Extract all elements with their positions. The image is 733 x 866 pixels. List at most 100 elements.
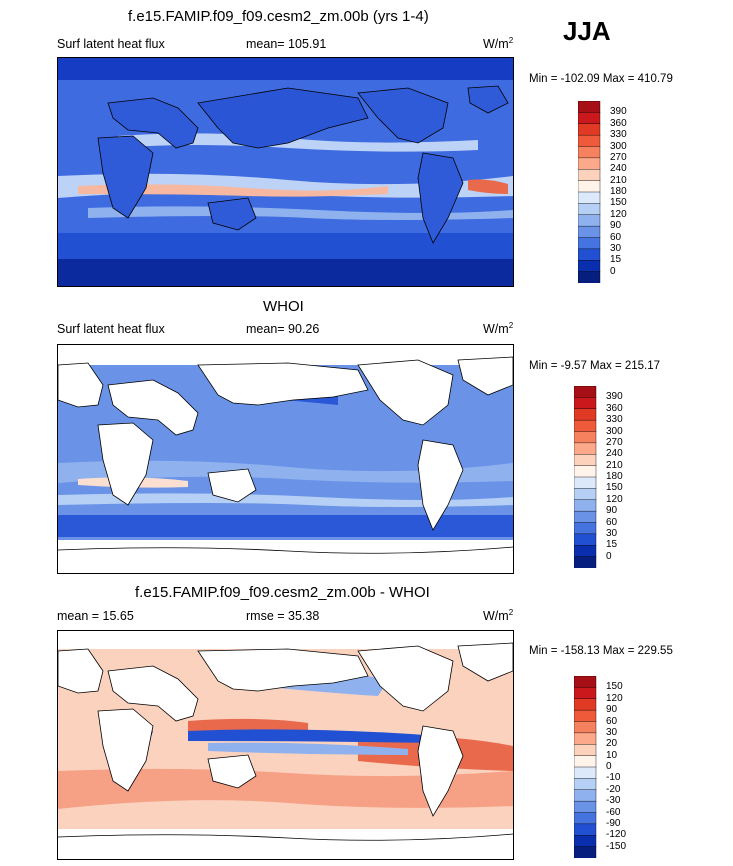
panel3-minmax-label: Min = -158.13 Max = 229.55 <box>529 645 673 657</box>
colorbar-tick-label: 20 <box>606 738 618 750</box>
colorbar-swatch <box>578 169 601 182</box>
colorbar-swatch <box>574 499 597 512</box>
colorbar-tick-label: -120 <box>606 829 627 841</box>
colorbar-swatch <box>574 408 597 421</box>
colorbar-tick-label: 120 <box>606 692 623 704</box>
colorbar-tick-label: 60 <box>606 715 618 727</box>
colorbar-swatch <box>578 112 601 125</box>
colorbar-tick-label: 300 <box>606 425 623 437</box>
colorbar-swatch <box>574 545 597 558</box>
colorbar-tick-label: -90 <box>606 817 621 829</box>
colorbar-tick-label: 240 <box>610 163 627 175</box>
colorbar-tick-label: 150 <box>606 482 623 494</box>
colorbar-swatch <box>578 225 601 239</box>
colorbar-swatch <box>574 789 597 802</box>
colorbar-tick-label: 90 <box>606 704 618 716</box>
colorbar-swatch <box>574 709 597 723</box>
colorbar-tick-label: -60 <box>606 806 621 818</box>
colorbar-swatch <box>574 454 597 467</box>
colorbar-swatch <box>574 465 597 478</box>
panel1-minmax-label: Min = -102.09 Max = 410.79 <box>529 73 673 85</box>
colorbar-swatch <box>578 271 601 283</box>
colorbar-tick-label: 30 <box>610 242 622 254</box>
colorbar-swatch <box>574 823 597 836</box>
colorbar-swatch <box>574 721 597 734</box>
panel3-rmse-label: rmse = 35.38 <box>246 609 320 623</box>
panel3-mean-label: mean = 15.65 <box>57 609 134 623</box>
panel3-title: f.e15.FAMIP.f09_f09.cesm2_zm.00b - WHOI <box>135 584 430 601</box>
panel1-title: f.e15.FAMIP.f09_f09.cesm2_zm.00b (yrs 1-… <box>128 8 429 25</box>
colorbar-tick-label: 0 <box>610 265 616 277</box>
colorbar-tick-label: 60 <box>610 231 622 243</box>
colorbar-tick-label: -30 <box>606 795 621 807</box>
colorbar-swatch <box>578 123 601 136</box>
colorbar-swatch <box>578 180 601 193</box>
panel1-map <box>57 57 514 287</box>
colorbar-tick-label: 60 <box>606 516 618 528</box>
colorbar-swatch <box>578 146 601 159</box>
colorbar-swatch <box>574 556 597 568</box>
season-label: JJA <box>563 16 611 46</box>
colorbar-swatch <box>574 442 597 455</box>
colorbar-swatch <box>574 698 597 711</box>
panel2-units-label: W/m2 <box>483 321 514 337</box>
colorbar-tick-label: -10 <box>606 772 621 784</box>
colorbar-swatch <box>574 732 597 745</box>
panel3-colorbar-swatches <box>574 676 597 858</box>
colorbar-swatch <box>574 687 597 700</box>
colorbar-swatch <box>578 157 601 170</box>
colorbar-swatch <box>574 522 597 535</box>
colorbar-tick-label: 210 <box>610 174 627 186</box>
panel3-colorbar: 150 120 90 60 30 20 10 0 -10 -20 -30 -60 -90 -120 -150 <box>574 676 634 860</box>
colorbar-swatch <box>578 191 601 204</box>
colorbar-tick-label: 150 <box>610 197 627 209</box>
colorbar-swatch <box>574 386 597 398</box>
colorbar-swatch <box>574 431 597 444</box>
colorbar-tick-label: 90 <box>610 220 622 232</box>
colorbar-swatch <box>574 800 597 814</box>
panel2-map <box>57 344 514 574</box>
colorbar-swatch <box>574 488 597 501</box>
panel2-colorbar-swatches <box>574 386 597 568</box>
colorbar-tick-label: 15 <box>610 254 622 266</box>
colorbar-tick-label: 390 <box>606 391 623 403</box>
colorbar-swatch <box>574 846 597 858</box>
panel2-mean-label: mean= 90.26 <box>246 322 320 336</box>
panel1-variable-label: Surf latent heat flux <box>57 37 165 51</box>
colorbar-swatch <box>574 676 597 688</box>
colorbar-swatch <box>574 812 597 825</box>
panel1-colorbar-swatches <box>578 101 601 283</box>
colorbar-tick-label: 120 <box>610 208 627 220</box>
colorbar-tick-label: 90 <box>606 505 618 517</box>
colorbar-tick-label: 10 <box>606 749 618 761</box>
colorbar-tick-label: 330 <box>610 129 627 141</box>
colorbar-swatch <box>574 744 597 757</box>
colorbar-tick-label: 180 <box>610 186 627 197</box>
colorbar-tick-label: 15 <box>606 539 618 551</box>
panel1-map-svg <box>58 58 513 286</box>
colorbar-tick-label: 180 <box>606 471 623 482</box>
colorbar-tick-label: 360 <box>610 117 627 129</box>
colorbar-swatch <box>578 260 601 273</box>
colorbar-swatch <box>574 419 597 433</box>
colorbar-swatch <box>574 766 597 779</box>
colorbar-swatch <box>578 248 601 261</box>
colorbar-swatch <box>578 101 601 113</box>
colorbar-swatch <box>578 203 601 216</box>
colorbar-tick-label: 150 <box>606 681 623 693</box>
colorbar-swatch <box>574 835 597 848</box>
colorbar-tick-label: -150 <box>606 840 627 852</box>
colorbar-tick-label: 270 <box>610 151 627 163</box>
colorbar-tick-label: 240 <box>606 448 623 460</box>
colorbar-swatch <box>574 476 597 489</box>
panel2-map-svg <box>58 345 513 573</box>
colorbar-swatch <box>578 237 601 250</box>
panel3-units-label: W/m2 <box>483 608 514 624</box>
panel3-map <box>57 630 514 860</box>
colorbar-swatch <box>574 755 597 768</box>
colorbar-swatch <box>574 778 597 791</box>
colorbar-swatch <box>578 134 601 148</box>
colorbar-swatch <box>574 510 597 524</box>
colorbar-swatch <box>578 214 601 227</box>
panel2-minmax-label: Min = -9.57 Max = 215.17 <box>529 360 661 372</box>
